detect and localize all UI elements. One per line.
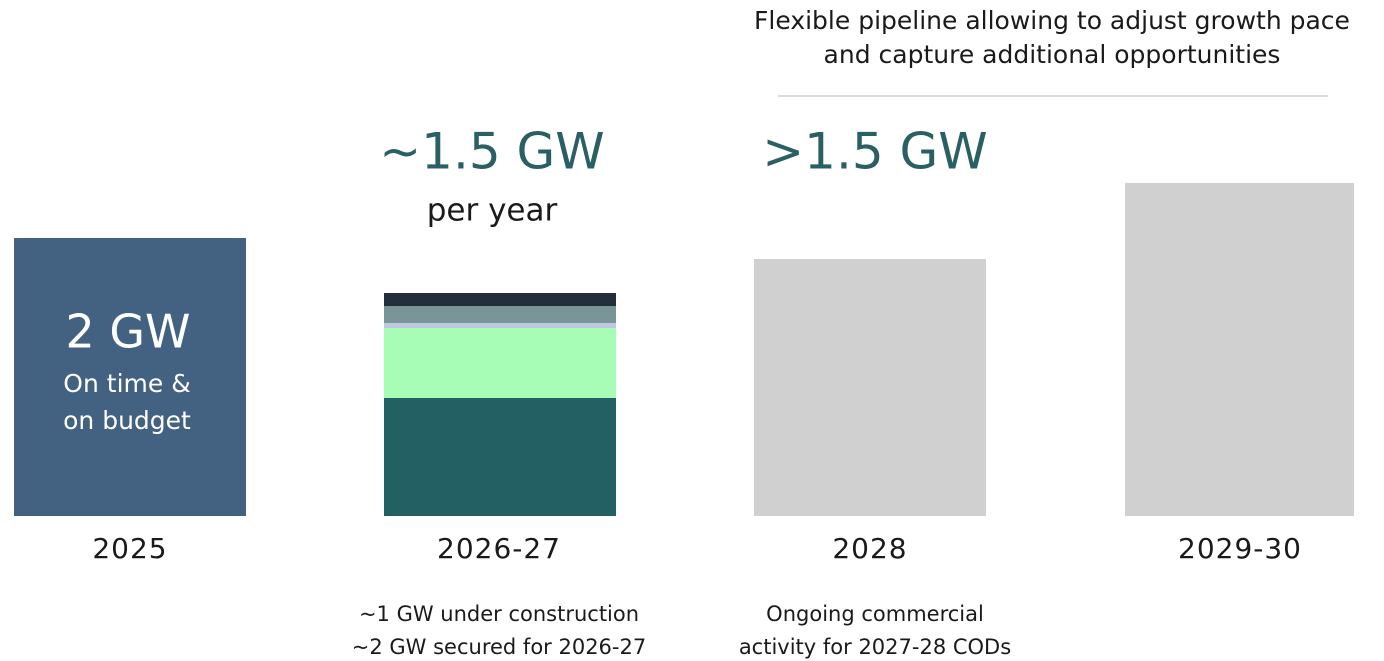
bar-2029-30 — [1125, 183, 1354, 516]
note: ~2 GW secured for 2026-27 — [352, 635, 646, 659]
note: activity for 2027-28 CODs — [739, 635, 1011, 659]
year-label: 2029-30 — [1178, 532, 1302, 565]
headline: >1.5 GW — [762, 123, 988, 181]
bar-text: On time & — [63, 369, 190, 398]
year-label: 2025 — [92, 532, 167, 565]
segment — [384, 306, 616, 323]
segment — [384, 293, 616, 306]
year-label: 2026-27 — [437, 532, 561, 565]
segment — [384, 398, 616, 516]
stacked-bar — [384, 293, 616, 516]
year-label: 2028 — [832, 532, 907, 565]
note: ~1 GW under construction — [359, 602, 639, 626]
bar-2028 — [754, 259, 986, 516]
bar-2025 — [14, 238, 246, 516]
bar-text: on budget — [63, 406, 191, 435]
segment — [384, 323, 616, 328]
note: Ongoing commercial — [766, 602, 984, 626]
headline: ~1.5 GW — [379, 123, 605, 181]
header-line: and capture additional opportunities — [824, 40, 1281, 69]
bar-title: 2 GW — [65, 305, 190, 359]
segment — [384, 328, 616, 398]
header-line: Flexible pipeline allowing to adjust gro… — [754, 6, 1350, 35]
subheadline: per year — [427, 193, 558, 229]
